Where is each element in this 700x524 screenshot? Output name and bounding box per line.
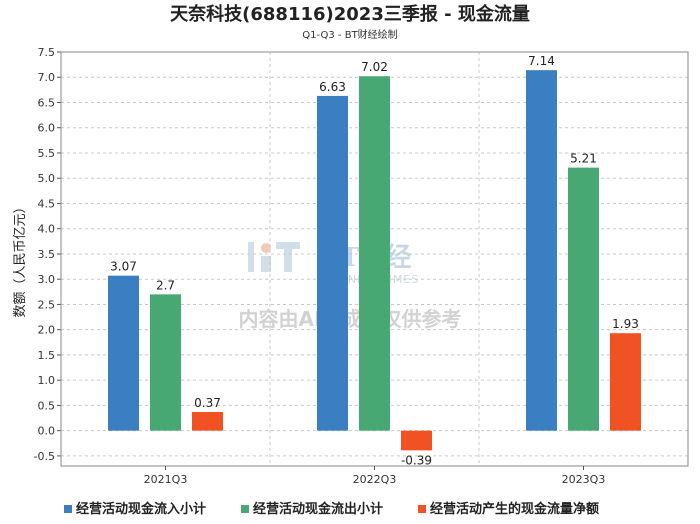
data-label: 6.63 [319,80,346,94]
chart-subtitle: Q1-Q3 - BT财经绘制 [302,28,397,41]
data-label: 7.02 [361,60,388,74]
legend-label: 经营活动现金流入小计 [76,501,206,517]
y-tick-label: 7.0 [38,71,56,84]
chart-title: 天奈科技(688116)2023三季报 - 现金流量 [170,3,530,25]
y-tick-label: 3.5 [38,248,56,261]
x-tick-label: 2023Q3 [562,473,606,486]
bar [359,76,390,431]
y-tick-label: -0.5 [34,450,55,463]
legend: 经营活动现金流入小计 经营活动现金流出小计 经营活动产生的现金流量净额 [64,501,599,517]
data-label: 1.93 [612,317,639,331]
y-tick-label: 6.0 [38,122,56,135]
bar [317,95,348,431]
bar [610,333,641,431]
watermark-ai-notice: 内容由AI生成，仅供参考 [239,307,462,331]
bar [401,430,432,451]
y-tick-label: 2.0 [38,324,56,337]
bar [108,275,139,431]
y-tick-label: 7.5 [38,46,56,59]
y-tick-label: 4.0 [38,223,56,236]
y-tick-label: 6.5 [38,96,56,109]
watermark: BT财经 BUSINESSTIMES 内容由AI生成，仅供参考 [239,242,462,331]
data-labels: 3.07 6.63 7.14 2.7 7.02 5.21 0.37 -0.39 1.93 [110,54,639,467]
axes: -0.5 0.0 0.5 1.0 1.5 2.0 2.5 3.0 3.5 4.0 4.5 5.0 5.5… [13,46,689,486]
y-tick-label: 1.0 [38,374,56,387]
data-label: 2.7 [156,278,175,292]
bar [192,411,223,431]
y-tick-label: 0.0 [38,425,56,438]
data-label: 3.07 [110,260,137,274]
legend-swatch [64,505,72,513]
x-tick-label: 2022Q3 [353,473,397,486]
y-tick-label: 1.5 [38,349,56,362]
y-tick-label: 5.0 [38,172,56,185]
bar [526,70,557,431]
data-label: 0.37 [194,396,221,410]
bar [568,167,599,431]
y-tick-label: 4.5 [38,197,56,210]
y-tick-label: 2.5 [38,298,56,311]
bar [150,294,181,431]
legend-label: 经营活动产生的现金流量净额 [430,501,599,517]
bars [108,70,641,451]
y-axis-label: 数额（人民币亿元） [13,200,28,317]
legend-swatch [418,505,426,513]
y-tick-label: 3.0 [38,273,56,286]
data-label: -0.39 [401,453,432,467]
data-label: 7.14 [528,54,555,68]
y-tick-label: 0.5 [38,399,56,412]
legend-swatch [241,505,249,513]
data-label: 5.21 [570,152,597,166]
y-tick-label: 5.5 [38,147,56,160]
bt-logo-icon [248,242,300,272]
legend-label: 经营活动现金流出小计 [253,501,383,517]
x-tick-label: 2021Q3 [144,473,188,486]
